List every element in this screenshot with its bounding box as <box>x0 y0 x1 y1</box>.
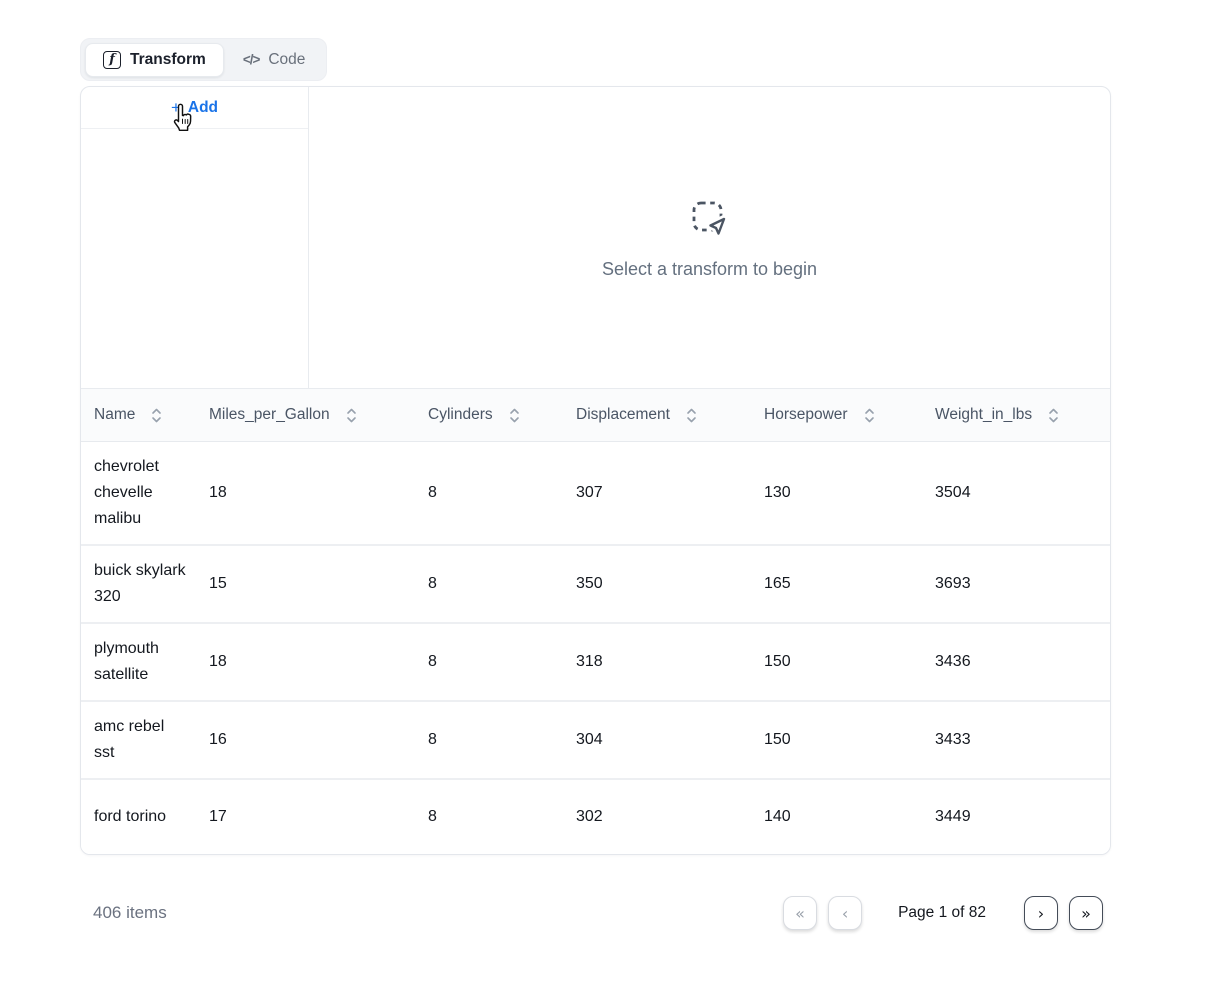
prev-page-button[interactable]: ‹ <box>828 896 862 930</box>
cell-horsepower: 140 <box>751 792 922 842</box>
sort-icon <box>151 408 162 423</box>
transform-list-sidebar: + Add <box>81 87 309 388</box>
items-count: 406 items <box>93 903 167 923</box>
table-row: plymouth satellite 18 8 318 150 3436 <box>81 624 1110 702</box>
column-header-cylinders[interactable]: Cylinders <box>415 406 563 424</box>
code-icon: </> <box>243 52 260 67</box>
cell-miles-per-gallon: 17 <box>196 792 415 842</box>
transform-builder-section: + Add Select a transform to begin <box>81 87 1110 389</box>
tab-code[interactable]: </> Code <box>226 43 323 77</box>
column-label: Displacement <box>576 406 670 424</box>
cell-weight-in-lbs: 3436 <box>922 637 1110 687</box>
column-label: Horsepower <box>764 406 848 424</box>
cell-weight-in-lbs: 3504 <box>922 468 1110 518</box>
tab-transform-label: Transform <box>130 51 206 69</box>
last-page-button[interactable]: » <box>1069 896 1103 930</box>
cell-cylinders: 8 <box>415 715 563 765</box>
cell-weight-in-lbs: 3693 <box>922 559 1110 609</box>
sort-icon <box>864 408 875 423</box>
cell-cylinders: 8 <box>415 468 563 518</box>
cell-horsepower: 130 <box>751 468 922 518</box>
column-header-weight-in-lbs[interactable]: Weight_in_lbs <box>922 406 1110 424</box>
first-page-icon: « <box>795 904 805 923</box>
cell-name: ford torino <box>81 792 196 842</box>
pagination: « ‹ Page 1 of 82 › » <box>783 896 1103 930</box>
table-row: amc rebel sst 16 8 304 150 3433 <box>81 702 1110 780</box>
cell-miles-per-gallon: 16 <box>196 715 415 765</box>
table-row: ford torino 17 8 302 140 3449 <box>81 780 1110 854</box>
next-page-button[interactable]: › <box>1024 896 1058 930</box>
function-icon: f <box>103 51 121 69</box>
first-page-button[interactable]: « <box>783 896 817 930</box>
square-dashed-mouse-pointer-icon <box>686 195 734 243</box>
cell-name: plymouth satellite <box>81 624 196 700</box>
table-row: buick skylark 320 15 8 350 165 3693 <box>81 546 1110 624</box>
transform-panel: + Add Select a transform to begin Name M… <box>80 86 1111 855</box>
cell-displacement: 307 <box>563 468 751 518</box>
cell-cylinders: 8 <box>415 637 563 687</box>
cell-displacement: 350 <box>563 559 751 609</box>
column-header-horsepower[interactable]: Horsepower <box>751 406 922 424</box>
cell-miles-per-gallon: 15 <box>196 559 415 609</box>
next-page-icon: › <box>1038 904 1044 923</box>
column-label: Miles_per_Gallon <box>209 406 330 424</box>
prev-page-icon: ‹ <box>842 904 848 923</box>
cell-horsepower: 150 <box>751 715 922 765</box>
tab-transform[interactable]: f Transform <box>85 43 224 77</box>
column-header-miles-per-gallon[interactable]: Miles_per_Gallon <box>196 406 415 424</box>
cell-miles-per-gallon: 18 <box>196 468 415 518</box>
column-label: Cylinders <box>428 406 493 424</box>
cell-horsepower: 165 <box>751 559 922 609</box>
cell-displacement: 304 <box>563 715 751 765</box>
cell-weight-in-lbs: 3433 <box>922 715 1110 765</box>
column-header-displacement[interactable]: Displacement <box>563 406 751 424</box>
view-tabbar: f Transform </> Code <box>80 38 327 81</box>
cell-name: chevrolet chevelle malibu <box>81 442 196 544</box>
data-table: Name Miles_per_Gallon Cylinders Displace… <box>81 389 1110 854</box>
cell-displacement: 318 <box>563 637 751 687</box>
sort-icon <box>346 408 357 423</box>
last-page-icon: » <box>1081 904 1091 923</box>
cell-cylinders: 8 <box>415 559 563 609</box>
empty-state-message: Select a transform to begin <box>602 259 817 280</box>
cell-weight-in-lbs: 3449 <box>922 792 1110 842</box>
column-label: Name <box>94 406 135 424</box>
sort-icon <box>1048 408 1059 423</box>
cell-cylinders: 8 <box>415 792 563 842</box>
hand-pointer-cursor <box>168 103 195 133</box>
table-header-row: Name Miles_per_Gallon Cylinders Displace… <box>81 389 1110 442</box>
column-label: Weight_in_lbs <box>935 406 1032 424</box>
cell-name: buick skylark 320 <box>81 546 196 622</box>
cell-displacement: 302 <box>563 792 751 842</box>
cell-name: amc rebel sst <box>81 702 196 778</box>
tab-code-label: Code <box>268 51 305 69</box>
table-footer: 406 items « ‹ Page 1 of 82 › » <box>80 891 1111 935</box>
cell-miles-per-gallon: 18 <box>196 637 415 687</box>
table-row: chevrolet chevelle malibu 18 8 307 130 3… <box>81 442 1110 546</box>
page-indicator: Page 1 of 82 <box>898 904 986 922</box>
empty-state: Select a transform to begin <box>309 87 1110 388</box>
sort-icon <box>686 408 697 423</box>
sort-icon <box>509 408 520 423</box>
column-header-name[interactable]: Name <box>81 406 196 424</box>
cell-horsepower: 150 <box>751 637 922 687</box>
